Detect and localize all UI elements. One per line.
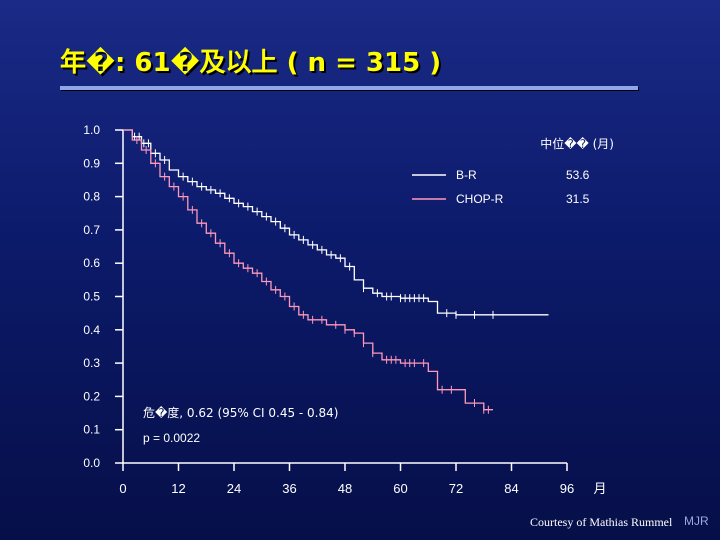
x-tick-label: 60 xyxy=(393,481,407,496)
author-mark: MJR xyxy=(684,514,709,528)
legend-median-value: 31.5 xyxy=(566,192,590,206)
y-tick-label: 0.4 xyxy=(83,323,100,337)
y-tick-label: 1.0 xyxy=(83,123,100,137)
chart-legend: 中位�� (月) B-R 53.6 CHOP-R 31.5 xyxy=(412,136,614,206)
y-tick-label: 0.9 xyxy=(83,156,100,170)
survival-curves xyxy=(123,129,549,414)
chart-axes xyxy=(115,129,568,471)
x-tick-label: 72 xyxy=(449,481,463,496)
legend-header: 中位�� (月) xyxy=(540,136,614,151)
curve-chop-r xyxy=(123,129,493,411)
x-axis-unit: 月 xyxy=(593,482,606,497)
title-underline xyxy=(60,86,638,90)
x-tick-label: 84 xyxy=(504,481,518,496)
x-tick-label: 12 xyxy=(171,481,185,496)
legend-series-name: B-R xyxy=(456,168,477,182)
y-tick-label: 0.3 xyxy=(83,356,100,370)
x-tick-label: 96 xyxy=(560,481,574,496)
slide-title: 年�: 61�及以上 ( n = 315 ) xyxy=(60,48,442,78)
credit-text: Courtesy of Mathias Rummel xyxy=(530,515,673,529)
hazard-ratio-text: 危�度, 0.62 (95% CI 0.45 - 0.84) xyxy=(143,405,338,420)
y-tick-label: 0.2 xyxy=(83,389,100,403)
y-tick-label: 0.6 xyxy=(83,256,100,270)
chart-annotations: 危�度, 0.62 (95% CI 0.45 - 0.84) p = 0.0022 xyxy=(143,405,338,445)
y-tick-label: 0.7 xyxy=(83,223,100,237)
x-tick-label: 0 xyxy=(119,481,126,496)
y-tick-label: 0.5 xyxy=(83,290,100,304)
y-tick-label: 0.8 xyxy=(83,190,100,204)
x-tick-label: 24 xyxy=(227,481,241,496)
x-tick-label: 36 xyxy=(282,481,296,496)
legend-median-value: 53.6 xyxy=(566,168,590,182)
y-tick-label: 0.0 xyxy=(83,456,100,470)
p-value-text: p = 0.0022 xyxy=(143,431,200,445)
legend-series-name: CHOP-R xyxy=(456,192,504,206)
y-tick-labels: 0.0 0.1 0.2 0.3 0.4 0.5 0.6 0.7 0.8 0.9 1.0 xyxy=(83,123,100,470)
x-tick-label: 48 xyxy=(338,481,352,496)
curve-b-r xyxy=(123,129,549,316)
y-tick-label: 0.1 xyxy=(83,423,100,437)
x-tick-labels: 0 12 24 36 48 60 72 84 96 月 xyxy=(119,481,606,497)
